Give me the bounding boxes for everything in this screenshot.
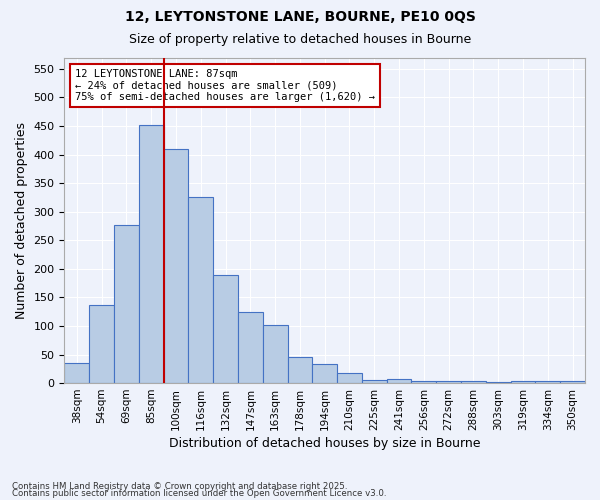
Bar bbox=[188, 198, 213, 383]
Text: Contains public sector information licensed under the Open Government Licence v3: Contains public sector information licen… bbox=[12, 490, 386, 498]
Bar bbox=[337, 373, 362, 383]
Bar bbox=[560, 381, 585, 383]
Text: Contains HM Land Registry data © Crown copyright and database right 2025.: Contains HM Land Registry data © Crown c… bbox=[12, 482, 347, 491]
Bar bbox=[114, 225, 139, 383]
Bar bbox=[313, 364, 337, 383]
Bar bbox=[362, 380, 386, 383]
Bar bbox=[213, 274, 238, 383]
Bar bbox=[461, 381, 486, 383]
Bar bbox=[486, 382, 511, 383]
Bar bbox=[386, 378, 412, 383]
X-axis label: Distribution of detached houses by size in Bourne: Distribution of detached houses by size … bbox=[169, 437, 481, 450]
Bar bbox=[139, 125, 164, 383]
Text: 12, LEYTONSTONE LANE, BOURNE, PE10 0QS: 12, LEYTONSTONE LANE, BOURNE, PE10 0QS bbox=[125, 10, 475, 24]
Text: Size of property relative to detached houses in Bourne: Size of property relative to detached ho… bbox=[129, 32, 471, 46]
Bar bbox=[238, 312, 263, 383]
Bar bbox=[436, 381, 461, 383]
Bar bbox=[64, 363, 89, 383]
Text: 12 LEYTONSTONE LANE: 87sqm
← 24% of detached houses are smaller (509)
75% of sem: 12 LEYTONSTONE LANE: 87sqm ← 24% of deta… bbox=[75, 69, 375, 102]
Bar bbox=[89, 305, 114, 383]
Bar bbox=[287, 358, 313, 383]
Bar bbox=[263, 325, 287, 383]
Bar bbox=[164, 149, 188, 383]
Bar bbox=[412, 381, 436, 383]
Y-axis label: Number of detached properties: Number of detached properties bbox=[15, 122, 28, 319]
Bar bbox=[511, 381, 535, 383]
Bar bbox=[535, 381, 560, 383]
